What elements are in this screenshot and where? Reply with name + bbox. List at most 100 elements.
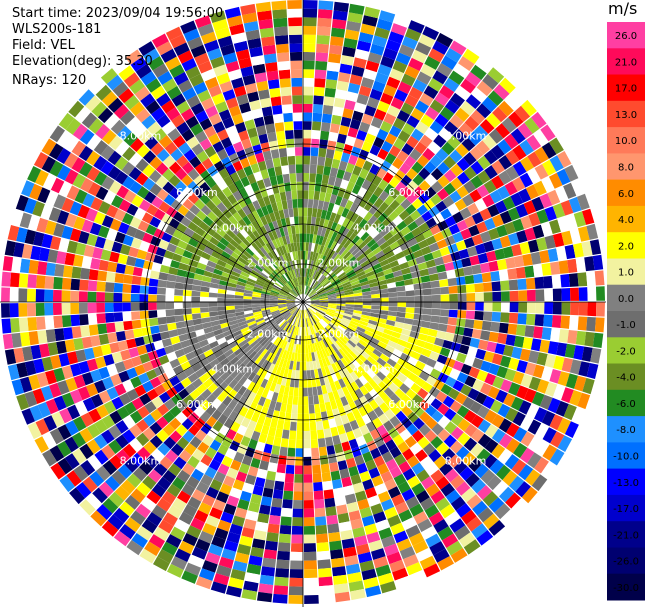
- radar-bin: [340, 116, 352, 127]
- radar-bin: [287, 295, 296, 300]
- radar-bin: [467, 202, 480, 216]
- radar-bin: [345, 393, 354, 404]
- radar-bin: [181, 483, 196, 497]
- radar-bin: [422, 228, 434, 239]
- radar-bin: [276, 419, 285, 430]
- radar-bin: [565, 373, 578, 389]
- radar-bin: [400, 394, 412, 406]
- radar-bin: [313, 351, 319, 361]
- radar-bin: [95, 465, 111, 481]
- radar-bin: [284, 121, 294, 131]
- radar-bin: [345, 230, 354, 240]
- radar-bin: [317, 308, 327, 314]
- radar-bin: [349, 258, 359, 267]
- radar-bin: [134, 229, 146, 241]
- radar-bin: [249, 135, 260, 147]
- radar-bin: [351, 247, 361, 256]
- radar-bin: [234, 263, 244, 271]
- radar-bin: [248, 323, 258, 330]
- radar-bin: [297, 405, 303, 414]
- radar-bin: [193, 81, 208, 95]
- radar-bin: [304, 543, 317, 553]
- radar-bin: [509, 290, 519, 302]
- radar-bin: [396, 236, 407, 246]
- radar-bin: [161, 362, 173, 373]
- radar-bin: [417, 436, 430, 449]
- radar-bin: [49, 445, 65, 462]
- radar-bin: [184, 367, 195, 377]
- radar-bin: [151, 107, 166, 122]
- radar-bin: [479, 208, 492, 221]
- radar-bin: [470, 443, 484, 458]
- radar-bin: [483, 150, 498, 165]
- radar-bin: [305, 286, 309, 295]
- radar-bin: [304, 586, 319, 596]
- colorbar-tick-label: -2.0: [616, 346, 636, 357]
- radar-bin: [293, 288, 299, 296]
- colorbar-tick-label: -6.0: [616, 399, 636, 410]
- radar-bin: [326, 70, 339, 81]
- radar-bin: [199, 399, 211, 411]
- radar-bin: [295, 233, 300, 243]
- radar-bin: [420, 456, 434, 469]
- radar-bin: [207, 211, 218, 222]
- radar-bin: [303, 276, 306, 286]
- radar-bin: [448, 70, 465, 85]
- radar-bin: [257, 513, 270, 524]
- radar-bin: [45, 398, 59, 415]
- radar-bin: [257, 346, 266, 356]
- radar-bin: [66, 185, 80, 201]
- radar-bin: [375, 223, 386, 233]
- radar-bin: [320, 209, 328, 219]
- radar-bin: [543, 275, 553, 289]
- radar-bin: [214, 527, 229, 540]
- radar-bin: [222, 406, 233, 418]
- radar-bin: [376, 357, 387, 367]
- radar-bin: [114, 321, 125, 332]
- radar-bin: [558, 329, 569, 343]
- radar-bin: [315, 359, 321, 369]
- radar-bin: [165, 206, 178, 218]
- radar-bin: [365, 60, 380, 73]
- radar-bin: [381, 451, 394, 463]
- radar-bin: [508, 312, 519, 324]
- radar-bin: [520, 373, 533, 388]
- radar-bin: [411, 366, 423, 377]
- radar-bin: [122, 443, 137, 458]
- radar-bin: [305, 277, 309, 286]
- radar-bin: [178, 142, 191, 155]
- radar-bin: [195, 329, 205, 337]
- radar-bin: [287, 304, 296, 308]
- radar-bin: [164, 398, 176, 411]
- radar-bin: [476, 448, 491, 463]
- radar-bin: [226, 495, 240, 507]
- radar-bin: [323, 393, 330, 403]
- radar-bin: [455, 503, 472, 518]
- radar-bin: [314, 182, 322, 192]
- radar-bin: [561, 230, 573, 246]
- radar-bin: [465, 284, 475, 293]
- radar-bin: [121, 161, 135, 176]
- radar-bin: [150, 85, 166, 100]
- radar-bin: [504, 133, 519, 150]
- radar-bin: [290, 307, 298, 314]
- radar-bin: [377, 100, 390, 113]
- radar-bin: [156, 92, 171, 107]
- radar-bin: [200, 205, 212, 216]
- radar-bin: [327, 364, 335, 374]
- radar-bin: [269, 304, 278, 308]
- radar-bin: [283, 386, 290, 396]
- radar-bin: [1, 303, 10, 318]
- radar-bin: [254, 332, 264, 340]
- radar-bin: [286, 147, 295, 157]
- radar-bin: [317, 368, 323, 378]
- radar-bin: [291, 369, 296, 379]
- radar-bin: [324, 238, 331, 248]
- radar-bin: [515, 266, 526, 279]
- radar-bin: [228, 378, 239, 389]
- radar-bin: [202, 494, 216, 507]
- radar-bin: [412, 394, 424, 406]
- radar-bin: [356, 129, 368, 141]
- radar-bin: [57, 424, 72, 440]
- radar-bin: [297, 309, 301, 319]
